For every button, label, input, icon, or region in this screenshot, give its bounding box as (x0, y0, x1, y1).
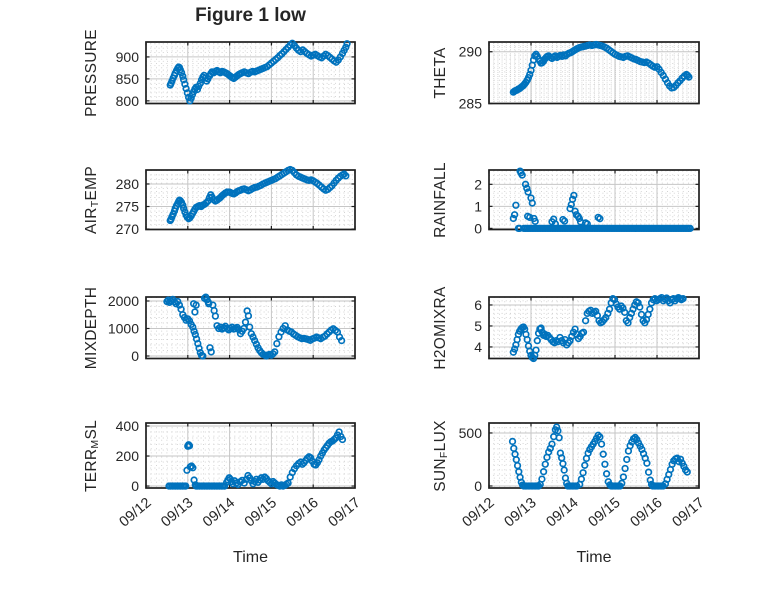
svg-text:850: 850 (116, 71, 140, 87)
svg-text:0: 0 (474, 478, 482, 494)
svg-text:0: 0 (131, 478, 139, 494)
plot-air-temp: AIRTEMP 270 275 280 (68, 156, 369, 244)
svg-text:09/12: 09/12 (459, 495, 497, 531)
svg-text:09/14: 09/14 (543, 495, 581, 531)
terr-msl-axis-label: TERRMSL (82, 419, 102, 492)
plot-sun-flux: SUNFLUX 0 500 09/12 09/13 09/14 09/15 09/16 09/1… (411, 409, 713, 588)
svg-text:0: 0 (474, 220, 482, 236)
theta-axis-label: THETA (432, 47, 449, 99)
svg-text:275: 275 (116, 199, 140, 215)
theta-chart: 285 290 (459, 40, 700, 112)
svg-text:6: 6 (474, 297, 482, 313)
figure-title: Figure 1 low (195, 5, 306, 26)
svg-text:1000: 1000 (108, 320, 139, 336)
h2omixra-chart: 4 5 6 (474, 293, 700, 363)
svg-text:270: 270 (116, 221, 140, 237)
plot-h2omixra: H2OMIXRA 4 5 6 (411, 283, 713, 373)
svg-text:290: 290 (459, 44, 483, 60)
svg-text:09/15: 09/15 (585, 495, 623, 531)
svg-text:5: 5 (474, 318, 482, 334)
pressure-axis-label: PRESSURE (83, 28, 100, 117)
svg-text:09/17: 09/17 (325, 495, 363, 531)
svg-text:900: 900 (116, 49, 140, 65)
mixdepth-axis-label: MIXDEPTH (83, 286, 100, 370)
plot-theta: THETA 285 290 (411, 28, 713, 118)
svg-text:0: 0 (131, 348, 139, 364)
svg-text:09/13: 09/13 (158, 495, 196, 531)
svg-text:500: 500 (459, 425, 483, 441)
x-axis-label-left: Time (233, 549, 268, 566)
svg-text:800: 800 (116, 93, 140, 109)
svg-text:4: 4 (474, 339, 482, 355)
svg-text:09/14: 09/14 (200, 495, 238, 531)
air-temp-axis-label: AIRTEMP (82, 165, 102, 234)
svg-text:09/17: 09/17 (669, 495, 707, 531)
plot-pressure: PRESSURE 800 850 900 (68, 28, 369, 118)
svg-text:09/16: 09/16 (627, 495, 665, 531)
sun-flux-chart: 0 500 09/12 09/13 09/14 09/15 09/16 09/17 (459, 422, 708, 531)
rainfall-chart: 0 1 2 (474, 167, 700, 236)
svg-text:09/16: 09/16 (284, 495, 322, 531)
x-axis-label-right: Time (576, 549, 612, 566)
svg-text:200: 200 (116, 448, 140, 464)
air-temp-chart: 270 275 280 (116, 165, 356, 237)
plot-terr-msl: TERRMSL 0 200 400 09/12 09/13 09/14 09/15 09/16 0… (68, 409, 369, 588)
sun-flux-axis-label: SUNFLUX (431, 419, 451, 492)
h2omixra-axis-label: H2OMIXRA (432, 286, 449, 370)
plot-rainfall: RAINFALL 0 1 2 (411, 156, 713, 244)
svg-text:2: 2 (474, 176, 482, 192)
svg-text:09/15: 09/15 (242, 495, 280, 531)
svg-text:400: 400 (116, 418, 140, 434)
svg-text:280: 280 (116, 176, 140, 192)
rainfall-axis-label: RAINFALL (432, 161, 449, 238)
mixdepth-chart: 0 1000 2000 (108, 293, 356, 364)
svg-text:285: 285 (459, 96, 483, 112)
terr-msl-chart: 0 200 400 09/12 09/13 09/14 09/15 09/16 09/17 (116, 418, 364, 531)
svg-text:2000: 2000 (108, 293, 139, 309)
svg-text:09/13: 09/13 (501, 495, 539, 531)
svg-text:09/12: 09/12 (116, 495, 154, 531)
pressure-chart: 800 850 900 (116, 39, 356, 109)
svg-text:1: 1 (474, 198, 482, 214)
plot-mixdepth: MIXDEPTH 0 1000 2000 (68, 283, 369, 373)
